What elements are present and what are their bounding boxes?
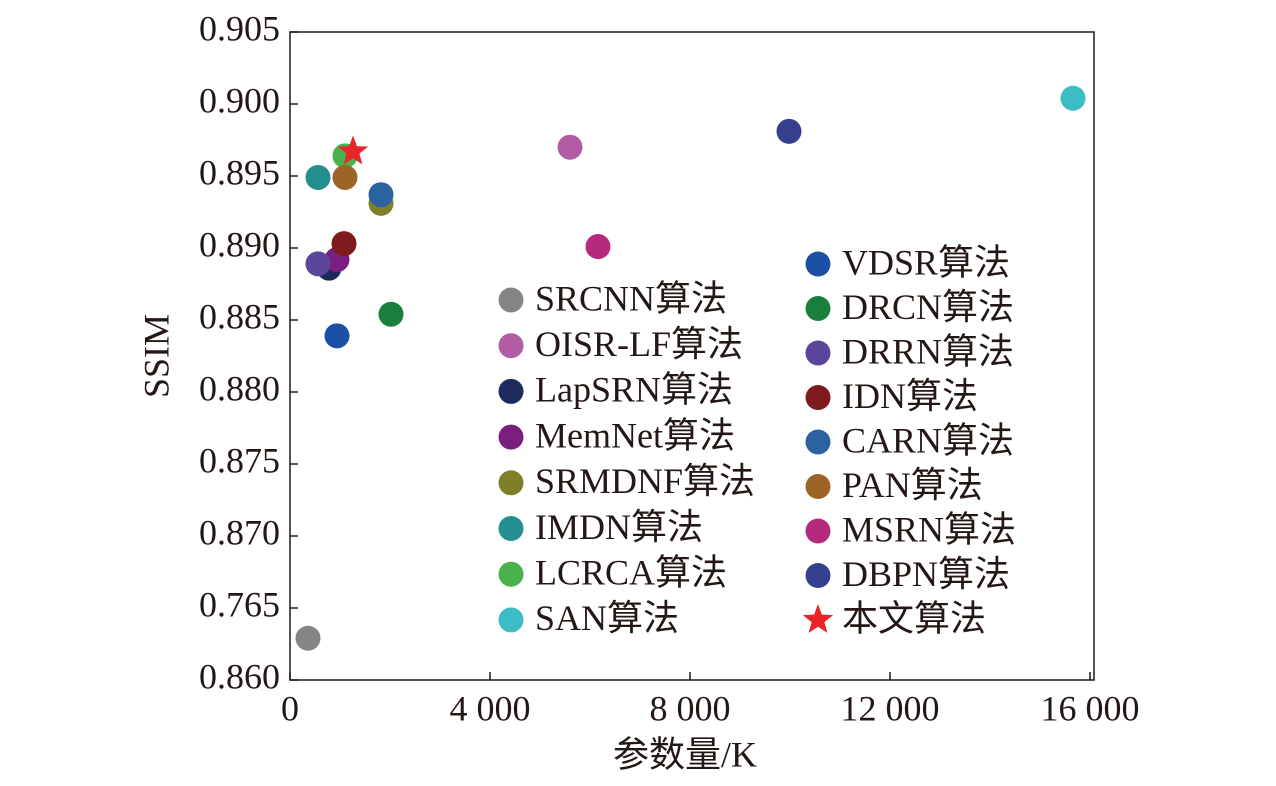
y-tick-label: 0.860 [199, 656, 280, 696]
plot-frame [289, 31, 1095, 681]
legend-marker [805, 429, 831, 455]
y-axis-label: SSIM [136, 314, 176, 398]
x-tick-label: 4 000 [450, 688, 531, 728]
legend-marker [498, 333, 524, 359]
legend-marker [805, 385, 831, 410]
x-axis-label: 参数量/K [613, 734, 757, 774]
legend-marker [498, 287, 524, 313]
y-tick-label: 0.890 [199, 224, 280, 264]
y-tick-label: 0.905 [199, 8, 280, 48]
legend-marker [805, 251, 831, 277]
point [776, 118, 802, 144]
legend-label: 本文算法 [842, 598, 986, 638]
legend-label: LapSRN算法 [535, 370, 733, 410]
y-tick-label: 0.765 [199, 584, 280, 624]
legend-label: MSRN算法 [842, 509, 1016, 549]
legend-label: DBPN算法 [842, 554, 1010, 594]
legend-label: SRCNN算法 [535, 278, 727, 318]
legend-marker [805, 296, 831, 321]
point [368, 182, 394, 208]
x-tick-label: 0 [281, 688, 299, 728]
point [1060, 85, 1086, 111]
point [305, 164, 331, 190]
legend-label: DRCN算法 [842, 287, 1014, 327]
legend-marker [498, 424, 524, 450]
legend-label: VDSR算法 [842, 242, 1010, 282]
legend-label: DRRN算法 [842, 331, 1014, 371]
legend-marker [805, 518, 831, 544]
legend-label: IMDN算法 [535, 507, 703, 547]
legend-label: PAN算法 [842, 465, 983, 505]
point [585, 234, 611, 260]
y-tick-label: 0.870 [199, 512, 280, 552]
x-tick-label: 12 000 [841, 688, 940, 728]
y-tick-label: 0.880 [199, 368, 280, 408]
legend-marker [498, 561, 524, 587]
x-tick-label: 8 000 [650, 688, 731, 728]
y-tick-label: 0.900 [199, 80, 280, 120]
y-tick-label: 0.875 [199, 440, 280, 480]
legend-marker [805, 340, 831, 366]
legend-marker [498, 607, 524, 633]
legend-label: CARN算法 [842, 420, 1014, 460]
y-tick-label: 0.885 [199, 296, 280, 336]
legend-marker [498, 516, 524, 541]
point [305, 251, 331, 277]
legend-label: SAN算法 [535, 598, 679, 638]
legend-label: LCRCA算法 [535, 552, 727, 592]
point [337, 135, 369, 165]
legend-marker [802, 604, 834, 633]
x-tick-label: 16 000 [1041, 688, 1140, 728]
point [324, 323, 350, 349]
legend-label: SRMDNF算法 [535, 461, 755, 501]
legend-marker [498, 378, 524, 404]
legend-label: IDN算法 [842, 376, 978, 416]
point [331, 231, 357, 257]
legend-label: MemNet算法 [535, 415, 735, 455]
y-tick-label: 0.895 [199, 152, 280, 192]
point [295, 625, 321, 651]
legend-marker [498, 470, 524, 496]
legend-label: OISR-LF算法 [535, 324, 743, 364]
point [378, 301, 404, 327]
legend-marker [805, 474, 831, 499]
point [557, 134, 583, 160]
point [332, 164, 358, 190]
legend-marker [805, 563, 831, 588]
